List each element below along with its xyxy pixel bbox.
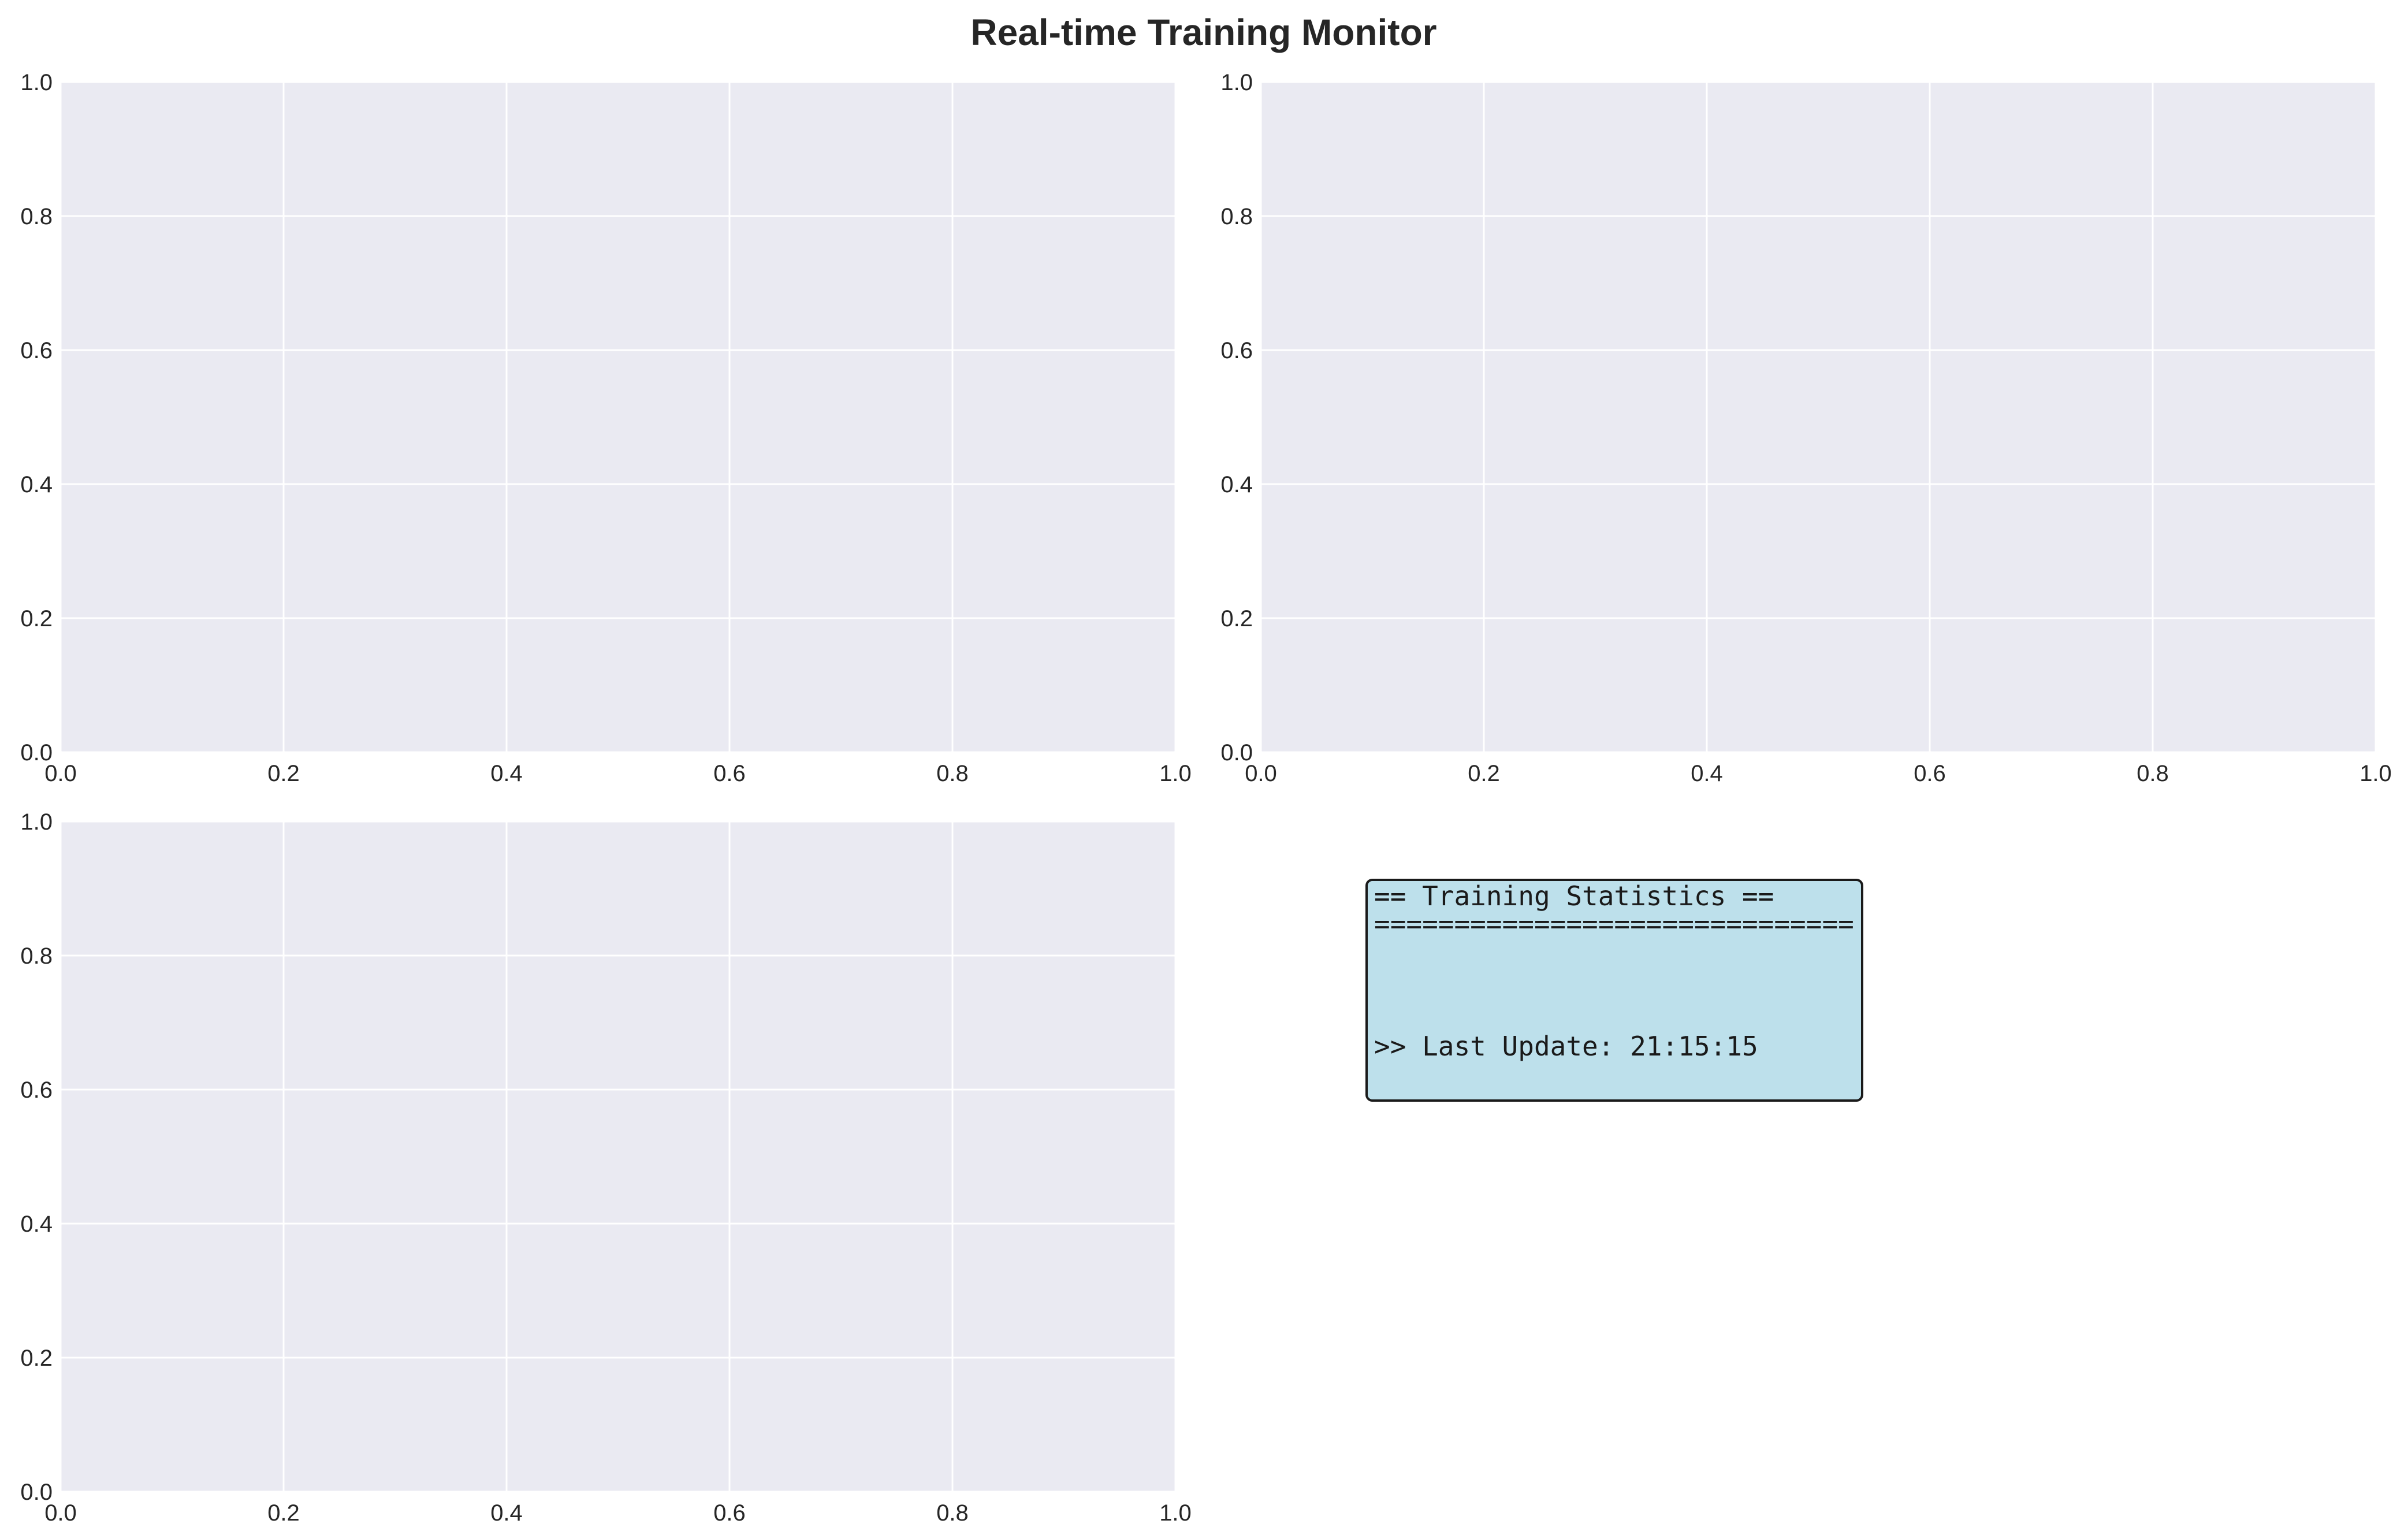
y-tick-label: 0.2 [1220,606,1253,631]
x-tick-label: 0.6 [713,761,746,786]
x-tick-label: 0.8 [936,761,969,786]
x-tick-label: 0.4 [1691,761,1723,786]
x-tick-label: 0.8 [936,1500,969,1526]
x-tick-label: 0.4 [490,761,523,786]
plot-area [1261,82,2376,752]
x-tick-label: 1.0 [1159,1500,1192,1526]
y-tick-label: 0.8 [20,943,53,969]
y-tick-label: 0.6 [1220,338,1253,363]
y-tick-label: 0.2 [20,606,53,631]
x-tick-label: 0.2 [1468,761,1500,786]
x-tick-label: 0.2 [267,761,300,786]
stats-line-last-update: >> Last Update: 21:15:15 [1374,1031,1758,1062]
x-tick-label: 0.4 [490,1500,523,1526]
y-tick-label: 1.0 [1220,70,1253,95]
loss-axes-top-left: 0.0 0.2 0.4 0.6 0.8 1.0 0.0 0.2 0.4 0.6 0.8 1.0 [20,70,1191,786]
y-tick-label: 0.8 [1220,204,1253,229]
plot-area [61,82,1175,752]
stats-line-divider: ============================== [1374,908,1854,939]
training-statistics-panel: == Training Statistics == ==============… [1365,879,1863,1102]
y-tick-label: 1.0 [20,70,53,95]
y-tick-label: 0.4 [20,472,53,497]
metric-axes-bottom-left: 0.0 0.2 0.4 0.6 0.8 1.0 0.0 0.2 0.4 0.6 0.8 1.0 [20,809,1191,1526]
x-tick-label: 1.0 [1159,761,1192,786]
x-tick-label: 0.0 [44,761,77,786]
y-tick-label: 0.0 [1220,740,1253,765]
y-tick-label: 0.8 [20,204,53,229]
stats-line-header: == Training Statistics == [1374,880,1774,912]
stats-box [1365,879,1863,1102]
x-tick-label: 1.0 [2359,761,2392,786]
y-tick-label: 0.2 [20,1346,53,1371]
metric-axes-top-right: 0.0 0.2 0.4 0.6 0.8 1.0 0.0 0.2 0.4 0.6 0.8 1.0 [1220,70,2391,786]
x-tick-label: 0.0 [1245,761,1277,786]
y-tick-label: 0.6 [20,338,53,363]
x-tick-label: 0.8 [2137,761,2169,786]
y-tick-label: 0.6 [20,1077,53,1103]
plot-area [61,822,1175,1492]
y-tick-label: 0.4 [20,1211,53,1237]
x-tick-label: 0.2 [267,1500,300,1526]
x-tick-label: 0.0 [44,1500,77,1526]
y-tick-label: 0.0 [20,740,53,765]
y-tick-label: 0.0 [20,1480,53,1505]
x-tick-label: 0.6 [713,1500,746,1526]
y-tick-label: 1.0 [20,809,53,835]
x-tick-label: 0.6 [1914,761,1946,786]
y-tick-label: 0.4 [1220,472,1253,497]
figure-title: Real-time Training Monitor [970,12,1436,53]
